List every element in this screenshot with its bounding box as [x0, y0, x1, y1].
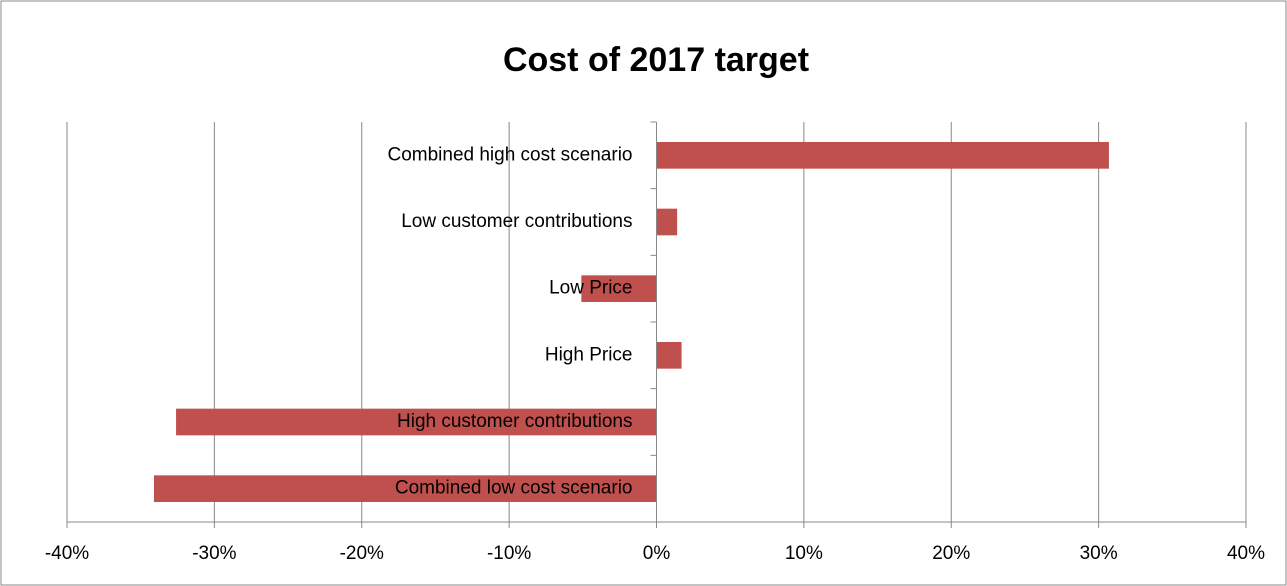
y-tick-label: Low Price [549, 278, 632, 299]
y-tick-label: High Price [545, 344, 633, 365]
y-tick-label: High customer contributions [397, 411, 633, 432]
x-tick-label: 0% [643, 543, 671, 564]
x-tick-label: -30% [192, 543, 236, 564]
y-tick-label: Combined high cost scenario [387, 144, 632, 165]
bar [656, 208, 678, 236]
y-tick-label: Combined low cost scenario [395, 478, 633, 499]
bar [656, 342, 682, 369]
bar [581, 275, 657, 302]
x-tick-label: 20% [932, 543, 970, 564]
bar [176, 408, 657, 436]
bar [153, 475, 657, 502]
x-tick-label: 40% [1227, 543, 1265, 564]
x-tick-label: -20% [340, 543, 384, 564]
y-tick-label: Low customer contributions [401, 211, 632, 232]
bar [656, 142, 1109, 169]
chart-title: Cost of 2017 target [503, 41, 809, 79]
x-tick-label: 10% [785, 543, 823, 564]
x-tick-label: 30% [1080, 543, 1118, 564]
x-tick-label: -40% [45, 543, 89, 564]
x-tick-label: -10% [487, 543, 531, 564]
